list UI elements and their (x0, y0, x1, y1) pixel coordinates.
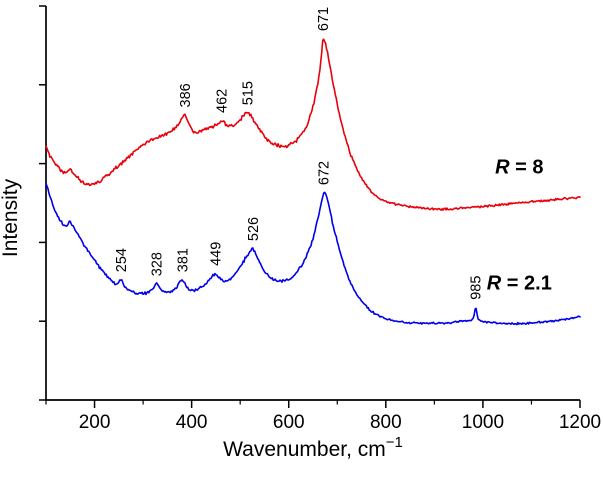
x-tick-label: 600 (273, 412, 305, 433)
x-axis-label: Wavenumber, cm−1 (223, 434, 403, 461)
series-label-value: = 2.1 (501, 273, 552, 295)
peak-label-515: 515 (241, 81, 257, 105)
peak-label-526: 526 (246, 217, 262, 241)
series-label-variable: R (495, 156, 510, 178)
x-tick-label: 800 (370, 412, 402, 433)
x-axis-label-superscript: −1 (386, 434, 403, 451)
x-tick-label: 1200 (559, 412, 601, 433)
x-tick-label: 1000 (462, 412, 504, 433)
axes: 200 400 600 800 1000 1200 (39, 5, 601, 433)
peak-label-985: 985 (469, 276, 485, 300)
spectrum-curve-r2-1 (45, 182, 581, 326)
peak-label-254: 254 (114, 248, 130, 272)
peak-label-449: 449 (208, 242, 224, 266)
series-label-variable: R (487, 273, 502, 295)
series-label-value: = 8 (510, 156, 544, 178)
peak-label-328: 328 (150, 252, 166, 276)
x-tick-label: 200 (79, 412, 111, 433)
peak-label-462: 462 (215, 89, 231, 113)
x-tick-label: 400 (176, 412, 208, 433)
spectra-curves (45, 38, 581, 326)
y-axis-label: Intensity (0, 178, 22, 257)
peak-label-381: 381 (175, 248, 191, 272)
series-label-r2-1: R = 2.1 (487, 273, 552, 295)
spectrum-curve-r8 (45, 38, 581, 211)
peak-label-386: 386 (178, 83, 194, 107)
peak-label-671: 671 (316, 7, 332, 31)
series-label-r8: R = 8 (495, 156, 543, 178)
peak-label-672: 672 (317, 161, 333, 185)
x-axis-label-base: Wavenumber, cm (223, 438, 386, 461)
